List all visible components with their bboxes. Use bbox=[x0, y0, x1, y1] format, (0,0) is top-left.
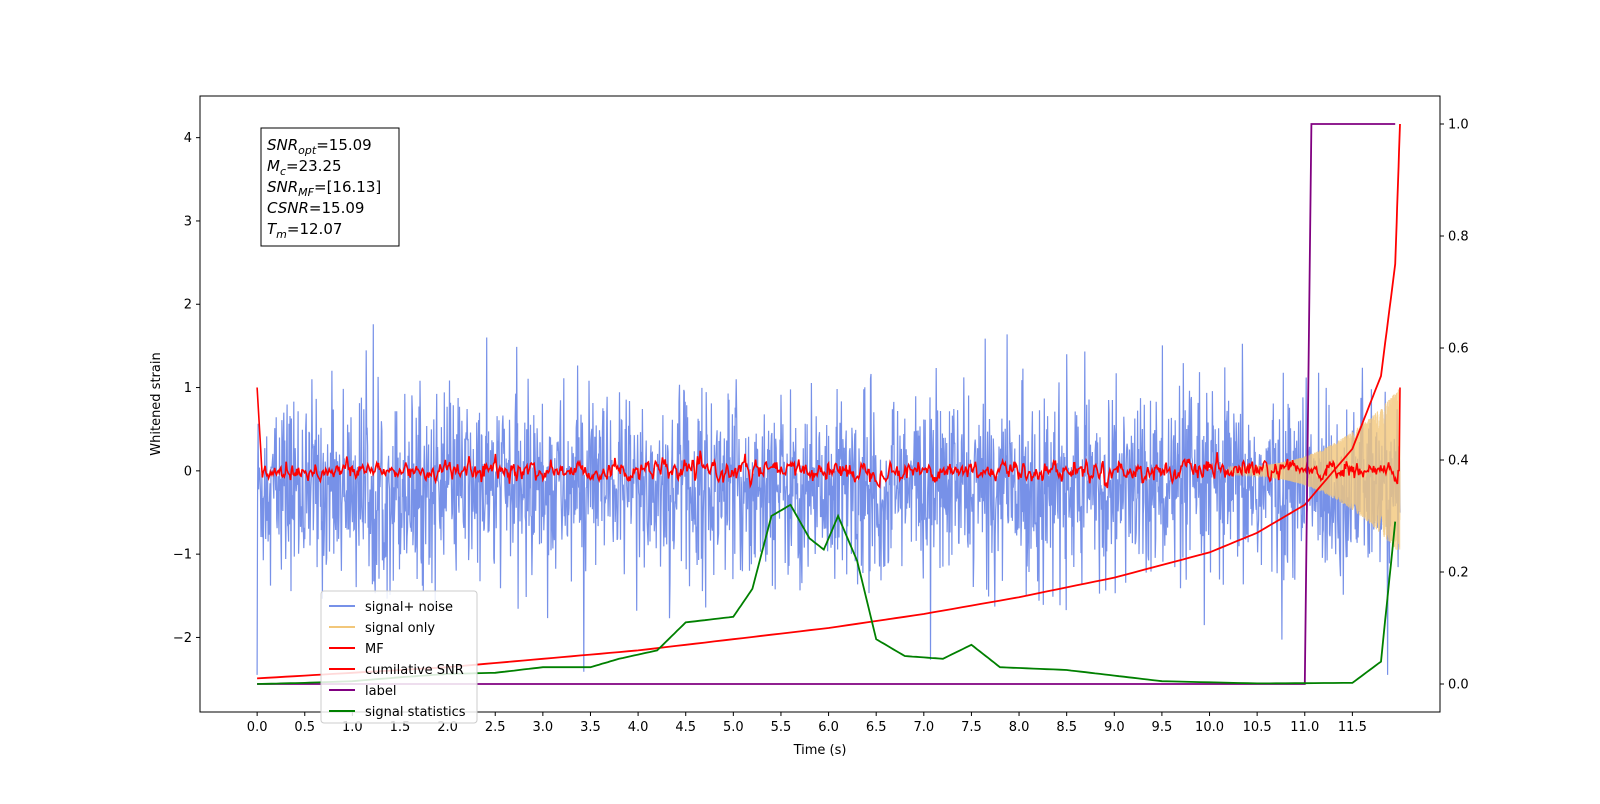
x-tick-label: 6.0 bbox=[818, 720, 839, 735]
annotation-frame bbox=[260, 127, 400, 247]
series-mf bbox=[256, 387, 1401, 489]
legend-frame bbox=[320, 590, 478, 724]
annotation-line: SNRMF=[16.13] bbox=[267, 178, 381, 199]
x-tick-label: 1.0 bbox=[342, 720, 363, 735]
x-tick-label: 2.0 bbox=[437, 720, 458, 735]
y2-tick-label: 0.6 bbox=[1448, 342, 1469, 357]
y-tick-label: −1 bbox=[173, 548, 192, 563]
series-signal-only bbox=[1228, 389, 1401, 551]
x-tick-label: 8.0 bbox=[1009, 720, 1030, 735]
legend: signal+ noise signal only MF cumilative SNR… bbox=[320, 590, 478, 724]
x-tick-label: 5.0 bbox=[723, 720, 744, 735]
y-tick-label: 0 bbox=[184, 464, 192, 479]
x-tick-label: 3.0 bbox=[533, 720, 554, 735]
series-label bbox=[257, 123, 1396, 685]
y2-tick-label: 0.4 bbox=[1448, 454, 1469, 469]
x-tick-label: 11.5 bbox=[1338, 720, 1367, 735]
y-tick-label: 1 bbox=[184, 381, 192, 396]
x-tick-label: 5.5 bbox=[771, 720, 792, 735]
y2-tick-label: 0.8 bbox=[1448, 230, 1469, 245]
x-axis: 0.0 0.5 1.0 1.5 2.0 2.5 3.0 3.5 4.0 4.5 5.0 5.5 6.0 6… bbox=[247, 712, 1367, 735]
legend-label: signal only bbox=[365, 621, 435, 636]
x-tick-label: 4.0 bbox=[628, 720, 649, 735]
y-axis-label: Whitened strain bbox=[149, 352, 164, 455]
x-tick-label: 9.5 bbox=[1152, 720, 1173, 735]
x-tick-label: 0.0 bbox=[247, 720, 268, 735]
y-axis-right: 0.0 0.2 0.4 0.6 0.8 1.0 bbox=[1440, 118, 1469, 693]
x-tick-label: 8.5 bbox=[1056, 720, 1077, 735]
x-axis-label: Time (s) bbox=[793, 743, 847, 758]
legend-label: label bbox=[365, 684, 396, 699]
x-tick-label: 4.5 bbox=[675, 720, 696, 735]
series-signal-statistics bbox=[257, 503, 1397, 685]
legend-label: cumilative SNR bbox=[365, 663, 464, 678]
x-tick-label: 7.0 bbox=[913, 720, 934, 735]
x-tick-label: 2.5 bbox=[485, 720, 506, 735]
legend-label: MF bbox=[365, 642, 384, 657]
plot-frame bbox=[199, 95, 1441, 713]
x-tick-label: 9.0 bbox=[1104, 720, 1125, 735]
y-tick-label: −2 bbox=[173, 631, 192, 646]
legend-label: signal statistics bbox=[365, 705, 466, 720]
y2-tick-label: 0.2 bbox=[1448, 566, 1469, 581]
x-tick-label: 6.5 bbox=[866, 720, 887, 735]
x-tick-label: 10.5 bbox=[1243, 720, 1272, 735]
x-tick-label: 10.0 bbox=[1195, 720, 1224, 735]
y2-tick-label: 1.0 bbox=[1448, 118, 1469, 133]
series-signal-noise bbox=[256, 324, 1401, 675]
x-tick-label: 0.5 bbox=[294, 720, 315, 735]
y-axis-left: −2 −1 0 1 2 3 4 bbox=[173, 131, 200, 646]
annotation-line: SNRopt=15.09 bbox=[267, 136, 372, 157]
plot-area bbox=[256, 123, 1401, 685]
y-tick-label: 4 bbox=[184, 131, 192, 146]
y2-tick-label: 0.0 bbox=[1448, 678, 1469, 693]
x-tick-label: 3.5 bbox=[580, 720, 601, 735]
x-tick-label: 11.0 bbox=[1290, 720, 1319, 735]
annotation-box: SNRopt=15.09Mc=23.25SNRMF=[16.13]CSNR=15… bbox=[260, 127, 400, 247]
y-tick-label: 2 bbox=[184, 298, 192, 313]
series-cumulative-snr bbox=[257, 123, 1401, 680]
annotation-line: Tm=12.07 bbox=[267, 220, 342, 241]
annotation-line: CSNR=15.09 bbox=[267, 199, 364, 217]
annotation-line: Mc=23.25 bbox=[267, 157, 342, 178]
y-tick-label: 3 bbox=[184, 214, 192, 229]
legend-label: signal+ noise bbox=[365, 600, 453, 615]
x-tick-label: 7.5 bbox=[961, 720, 982, 735]
x-tick-label: 1.5 bbox=[390, 720, 411, 735]
